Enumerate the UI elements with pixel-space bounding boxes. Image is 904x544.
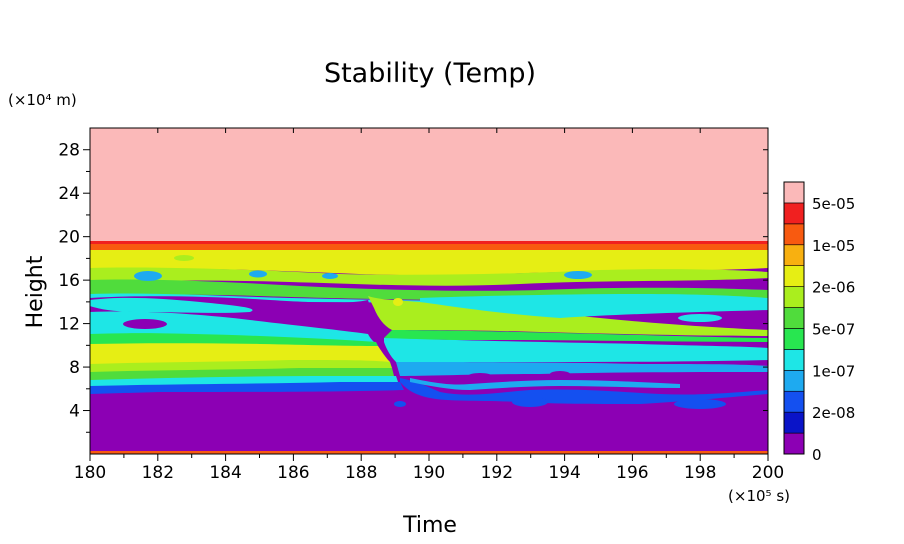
eddy-blue-1 [512, 397, 548, 407]
eddy [123, 319, 167, 329]
band-red [90, 241, 768, 245]
colorbar-label: 5e-07 [812, 320, 855, 338]
colorbar-label: 1e-05 [812, 237, 855, 255]
contour-field [90, 128, 768, 454]
wedge-bright-green [384, 330, 768, 342]
filament-sky [410, 378, 680, 390]
colorbar-swatch [783, 265, 805, 287]
colorbar-label: 1e-07 [812, 362, 855, 380]
x-tick-label: 180 [74, 463, 106, 483]
eddy [174, 255, 194, 261]
x-tick-label: 188 [345, 463, 377, 483]
y-axis-label: Height [23, 255, 48, 328]
eddies [123, 255, 753, 329]
x-tick-label: 182 [142, 463, 174, 483]
x-axis-unit: (×10⁵ s) [728, 487, 790, 505]
eddy [564, 271, 592, 279]
colorbar-swatch [783, 307, 805, 329]
y-tick-label: 12 [58, 315, 80, 335]
y-axis-unit: (×10⁴ m) [8, 91, 77, 109]
colorbar-swatch [783, 370, 805, 392]
eddy-blue-3 [394, 401, 406, 407]
eddy [280, 309, 304, 315]
chart-title: Stability (Temp) [324, 58, 536, 89]
filament-blue [400, 378, 768, 404]
y-tick-label: 24 [58, 184, 80, 204]
x-tick-label: 200 [752, 463, 784, 483]
x-tick-label: 186 [277, 463, 309, 483]
eddy-blue-2 [674, 399, 726, 409]
band-yellow-upper [90, 250, 768, 276]
colorbar: 0 2e-08 1e-07 5e-07 2e-06 1e-05 5e-05 [783, 181, 855, 464]
eddy [134, 271, 162, 281]
x-tick-label: 184 [209, 463, 241, 483]
y-axis: 4 8 12 16 20 24 28 [58, 141, 768, 433]
eddy [678, 314, 722, 322]
colorbar-swatch [783, 223, 805, 246]
wedge-sky [396, 362, 768, 376]
colorbar-swatch [783, 390, 805, 413]
colorbar-label: 5e-05 [812, 195, 855, 213]
upper-cyan-right [420, 294, 768, 318]
eddy [737, 315, 753, 321]
x-tick-label: 190 [413, 463, 445, 483]
colorbar-label: 2e-06 [812, 279, 855, 297]
x-axis: 180 182 184 186 188 190 192 194 196 198 200 [74, 128, 784, 483]
y-tick-label: 28 [58, 141, 80, 161]
colorbar-swatch [783, 432, 805, 455]
band-blue-lower [90, 382, 404, 394]
eddy [393, 298, 403, 306]
region-upper-pink [90, 128, 768, 242]
eddy-purple-1 [468, 373, 492, 379]
colorbar-swatch [783, 411, 805, 434]
y-tick-label: 4 [69, 402, 80, 422]
eddy [249, 270, 267, 278]
colorbar-swatch [783, 328, 805, 350]
colorbar-swatch [783, 202, 805, 225]
colorbar-frame [783, 181, 805, 455]
band-orange-red [90, 244, 768, 250]
colorbar-label: 2e-08 [812, 404, 855, 422]
colorbar-swatch [783, 286, 805, 308]
colorbar-swatch [783, 244, 805, 266]
x-tick-label: 198 [684, 463, 716, 483]
surface-band-orange [90, 451, 768, 454]
y-tick-label: 16 [58, 271, 80, 291]
colorbar-label: 0 [812, 446, 822, 464]
eddy [259, 309, 271, 315]
band-green-mid [90, 333, 378, 346]
y-tick-label: 8 [69, 358, 80, 378]
y-tick-label: 20 [58, 228, 80, 248]
wedge-cyan [384, 338, 768, 362]
x-tick-label: 196 [616, 463, 648, 483]
x-axis-label: Time [402, 513, 457, 538]
x-tick-label: 192 [481, 463, 513, 483]
patch-cyan-left [90, 297, 253, 313]
x-tick-label: 194 [548, 463, 580, 483]
eddy-purple-2 [550, 371, 570, 377]
eddy [322, 273, 338, 279]
colorbar-swatch [783, 349, 805, 371]
colorbar-swatch [783, 181, 805, 204]
